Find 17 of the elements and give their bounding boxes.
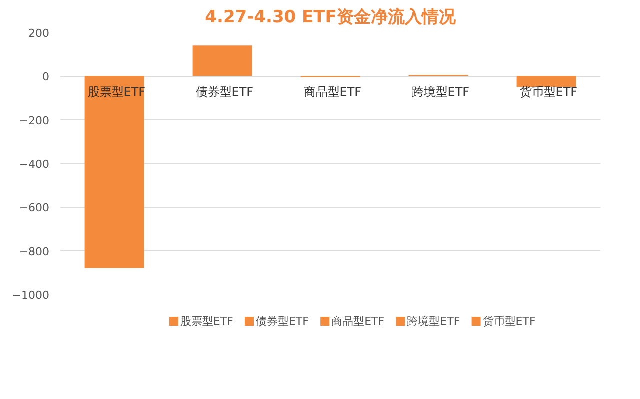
y-tick-label: −200 (19, 114, 50, 128)
x-tick-label: 货币型ETF (520, 85, 578, 100)
x-tick-label: 商品型ETF (304, 85, 362, 100)
y-tick-label: 200 (28, 27, 50, 40)
legend-label: 跨境型ETF (407, 315, 460, 328)
x-tick-label: 跨境型ETF (412, 85, 470, 100)
legend-label: 货币型ETF (482, 315, 536, 328)
x-tick-label: 债券型ETF (196, 85, 254, 100)
legend-label: 商品型ETF (332, 315, 385, 328)
y-tick-label: 0 (42, 70, 50, 84)
legend-label: 股票型ETF (180, 315, 234, 328)
legend-label: 债券型ETF (256, 315, 309, 328)
y-tick-label: −600 (19, 202, 50, 215)
y-tick-label: −1000 (12, 289, 50, 302)
y-tick-label: −400 (19, 158, 50, 171)
y-tick-label: −800 (19, 245, 50, 258)
chart-title: 4.27-4.30 ETF资金净流入情况 (205, 8, 457, 28)
